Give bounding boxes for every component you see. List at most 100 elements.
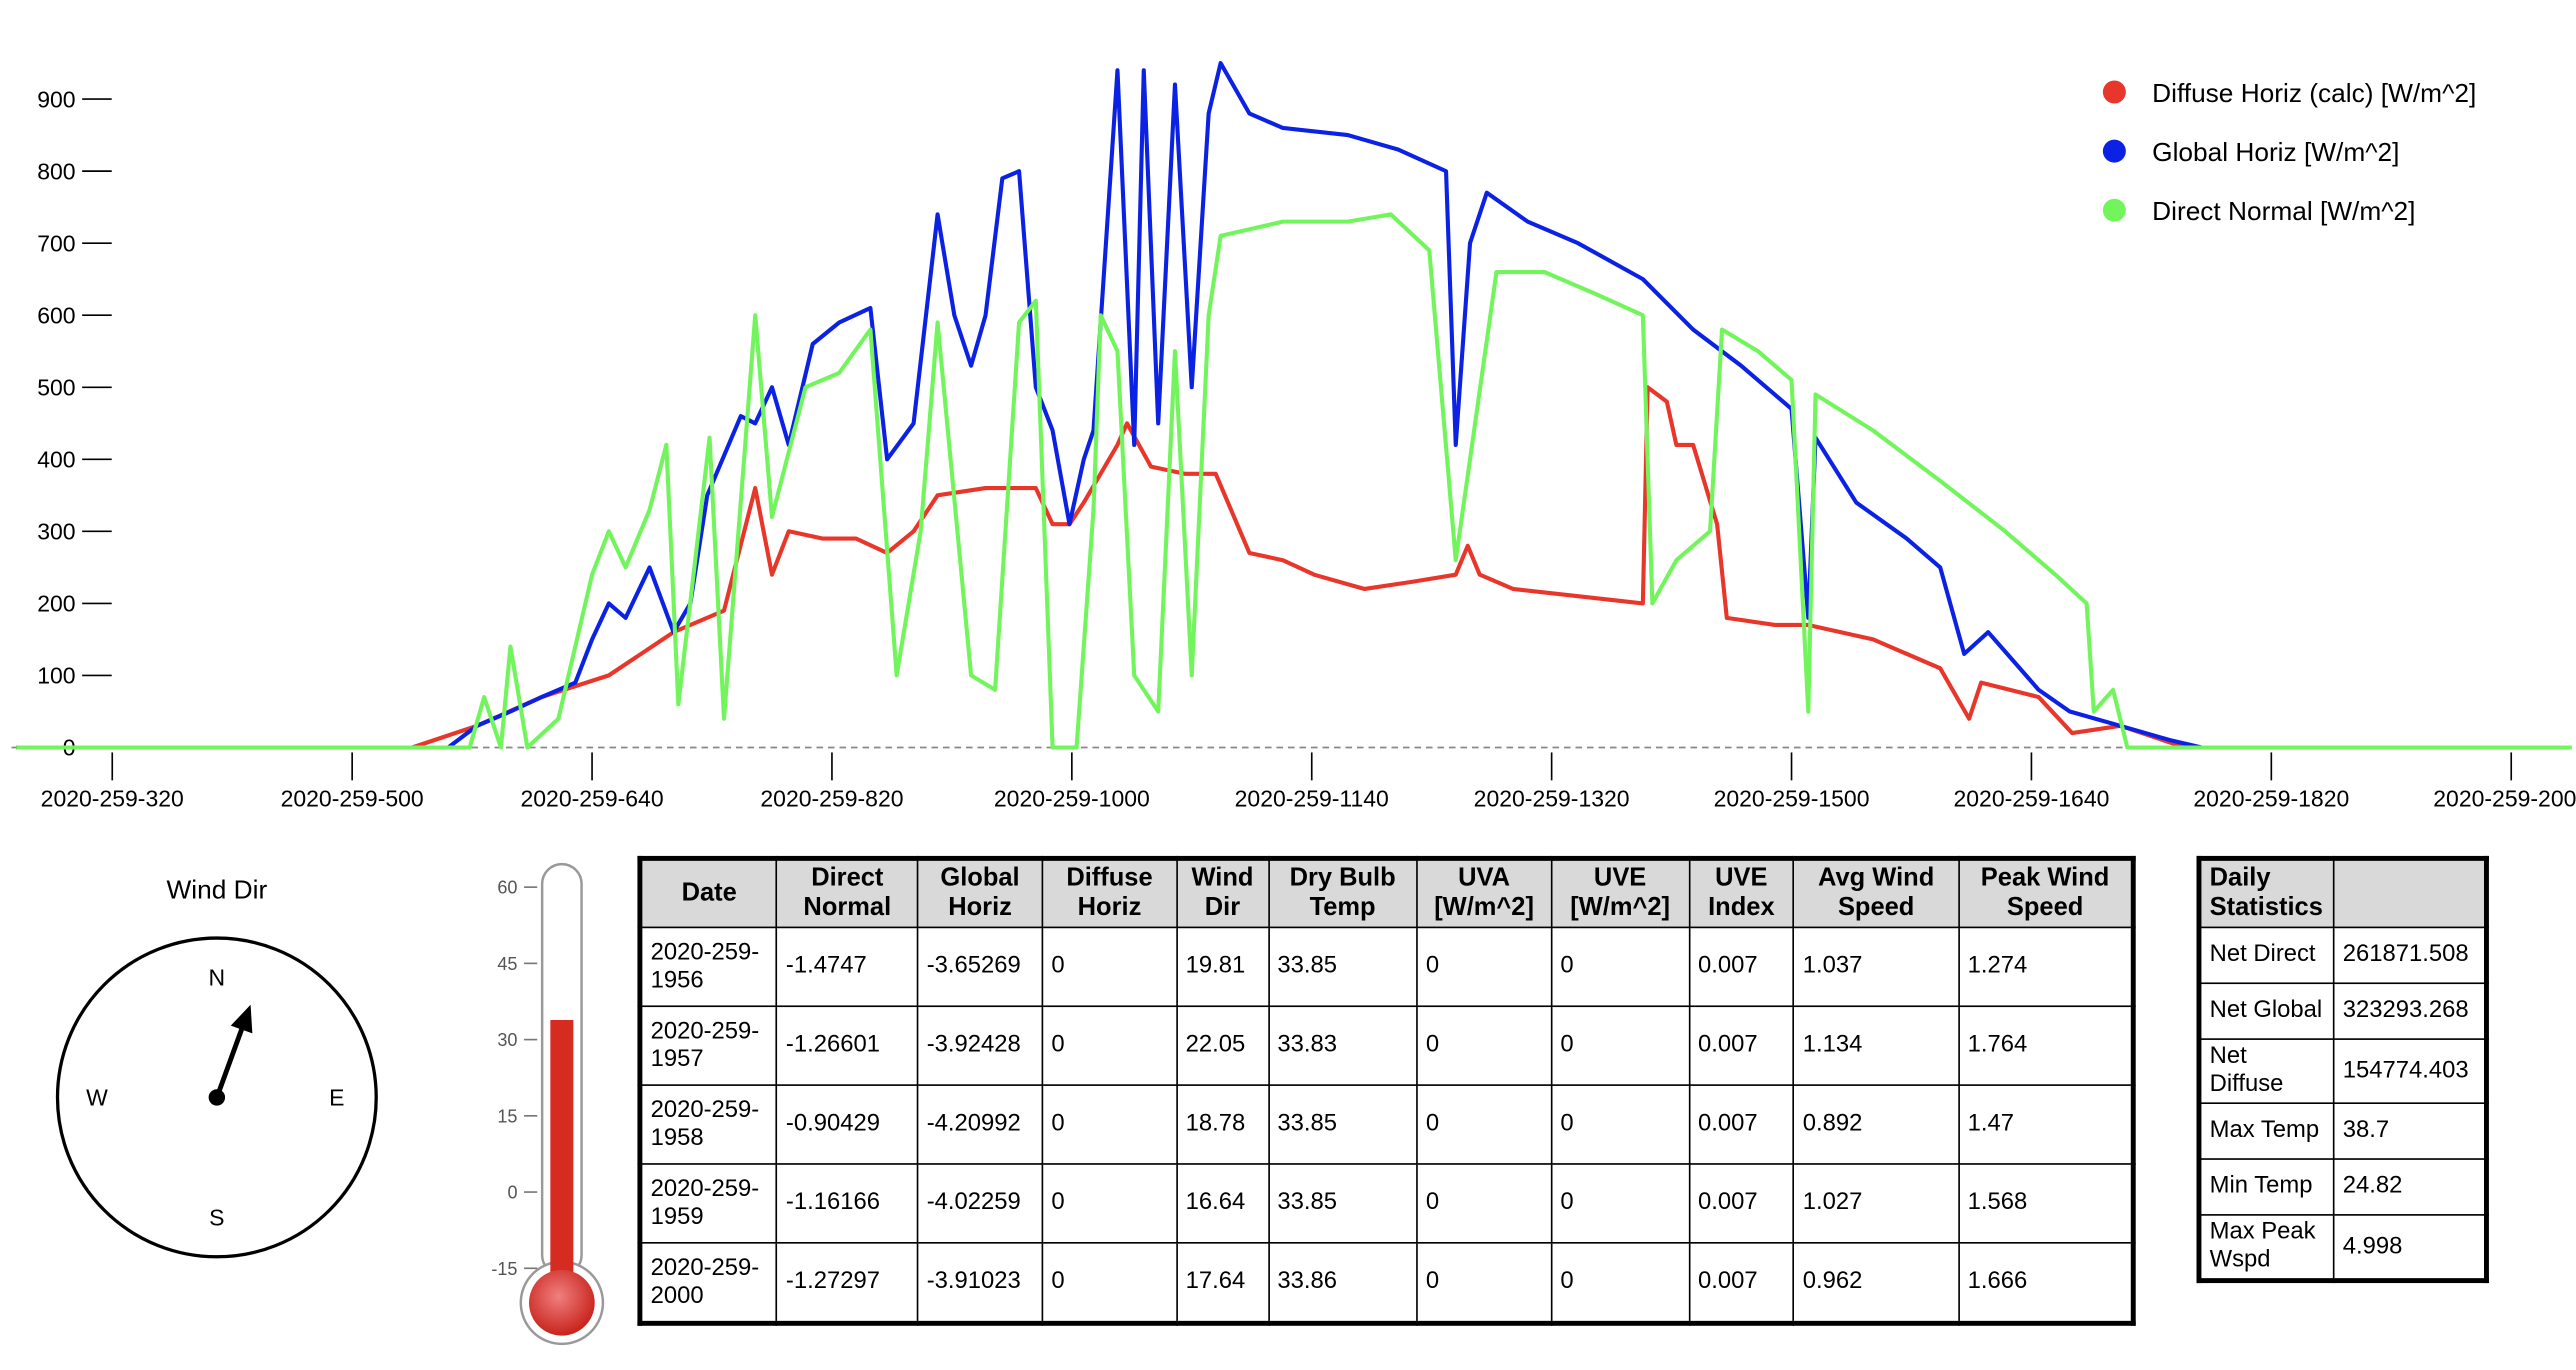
column-header: Wind Dir	[1175, 857, 1270, 929]
stats-table: Daily Statistics Net Direct 261871.508 Net …	[2196, 855, 2489, 1284]
cell: 1.568	[1957, 1163, 2135, 1244]
cell: 0.007	[1688, 926, 1795, 1008]
cell: 0	[1550, 1005, 1690, 1086]
cell: 0.007	[1688, 1163, 1795, 1244]
stat-name: Max Peak Wspd	[2198, 1214, 2335, 1282]
wind-title: Wind Dir	[167, 875, 268, 905]
y-tick-label: 400	[37, 447, 75, 473]
readings-table: Date Direct Normal Global Horiz Diffuse Hor…	[637, 855, 2136, 1326]
column-header: Direct Normal	[776, 857, 919, 929]
x-tick-label: 2020-259-1640	[1953, 786, 2109, 812]
cell: 0	[1416, 1005, 1553, 1086]
stat-value: 24.82	[2332, 1158, 2488, 1216]
column-header: Dry Bulb Temp	[1267, 857, 1418, 929]
column-header: Global Horiz	[916, 857, 1044, 929]
compass	[55, 936, 378, 1259]
cell: 0	[1041, 1084, 1178, 1165]
stat-name: Max Temp	[2198, 1102, 2335, 1160]
cell: 0	[1550, 926, 1690, 1008]
stat-row: Net Direct 261871.508	[2198, 926, 2488, 985]
cell: 0.962	[1792, 1241, 1960, 1325]
cell: 0.007	[1688, 1084, 1795, 1165]
cell: 33.85	[1267, 1084, 1418, 1165]
cell: 0	[1416, 1084, 1553, 1165]
cell: 1.764	[1957, 1005, 2135, 1086]
cell: -1.4747	[776, 926, 919, 1008]
cell: 17.64	[1175, 1241, 1270, 1325]
y-tick-label: 700	[37, 230, 75, 256]
stat-value: 323293.268	[2332, 982, 2488, 1040]
x-tick-label: 2020-259-820	[760, 786, 903, 812]
cell: -3.65269	[916, 926, 1044, 1008]
cell: 2020-259-2000	[639, 1241, 778, 1325]
cell: 18.78	[1175, 1084, 1270, 1165]
x-tick-label: 2020-259-1000	[994, 786, 1150, 812]
x-tick-label: 2020-259-2000	[2433, 786, 2576, 812]
cell: 0	[1550, 1084, 1690, 1165]
x-tick-label: 2020-259-1500	[1714, 786, 1870, 812]
column-header: UVE [W/m^2]	[1550, 857, 1690, 929]
column-header-blank	[2332, 857, 2488, 929]
cell: 1.274	[1957, 926, 2135, 1008]
wind-needle	[214, 1004, 253, 1099]
compass-point: S	[209, 1205, 224, 1231]
compass-point: E	[329, 1085, 344, 1111]
cell: 0	[1416, 926, 1553, 1008]
y-tick-label: 500	[37, 374, 75, 400]
stat-row: Max Temp 38.7	[2198, 1102, 2488, 1160]
cell: 1.47	[1957, 1084, 2135, 1165]
cell: 0	[1416, 1241, 1553, 1325]
thermo-tick-label: 0	[507, 1183, 517, 1203]
cell: 0	[1416, 1163, 1553, 1244]
cell: 0.007	[1688, 1005, 1795, 1086]
thermo-tick-label: 45	[497, 954, 517, 974]
column-header: Daily Statistics	[2198, 857, 2335, 929]
cell: 0	[1041, 1005, 1178, 1086]
cell: 2020-259-1957	[639, 1005, 778, 1086]
compass-point: N	[209, 965, 226, 991]
thermo-fill	[550, 1019, 574, 1298]
compass-point: W	[86, 1085, 108, 1111]
data-row: 2020-259-1959 -1.16166 -4.02259 0 16.64 33.85…	[639, 1163, 2135, 1244]
cell: 2020-259-1959	[639, 1163, 778, 1244]
cell: 33.85	[1267, 926, 1418, 1008]
stat-name: Net Direct	[2198, 926, 2335, 985]
column-header: Diffuse Horiz	[1041, 857, 1178, 929]
cell: 33.86	[1267, 1241, 1418, 1325]
y-tick-label: 900	[37, 86, 75, 112]
cell: -3.91023	[916, 1241, 1044, 1325]
cell: 0	[1041, 926, 1178, 1008]
cell: -1.27297	[776, 1241, 919, 1325]
x-tick-label: 2020-259-320	[41, 786, 184, 812]
needle-pivot	[208, 1089, 226, 1106]
column-header: Date	[639, 857, 778, 929]
data-row: 2020-259-2000 -1.27297 -3.91023 0 17.64 33.86…	[639, 1241, 2135, 1325]
data-row: 2020-259-1958 -0.90429 -4.20992 0 18.78 33.85…	[639, 1084, 2135, 1165]
cell: 16.64	[1175, 1163, 1270, 1244]
thermo-tick-label: 30	[497, 1030, 517, 1050]
data-row: 2020-259-1956 -1.4747 -3.65269 0 19.81 33.85 0…	[639, 926, 2135, 1008]
header-row: Date Direct Normal Global Horiz Diffuse Hor…	[639, 857, 2135, 929]
y-tick-label: 600	[37, 302, 75, 328]
thermo-tick-label: -15	[491, 1259, 517, 1279]
stat-row: Max Peak Wspd 4.998	[2198, 1214, 2488, 1282]
thermo-bulb	[528, 1269, 595, 1336]
legend-marker	[2102, 198, 2126, 222]
y-tick-label: 100	[37, 663, 75, 689]
cell: 33.85	[1267, 1163, 1418, 1244]
x-tick-label: 2020-259-1320	[1474, 786, 1630, 812]
stat-value: 154774.403	[2332, 1038, 2488, 1104]
cell: 0	[1041, 1163, 1178, 1244]
cell: 2020-259-1958	[639, 1084, 778, 1165]
stat-value: 38.7	[2332, 1102, 2488, 1160]
cell: -4.20992	[916, 1084, 1044, 1165]
column-header: Avg Wind Speed	[1792, 857, 1960, 929]
column-header: Peak Wind Speed	[1957, 857, 2135, 929]
x-tick-label: 2020-259-640	[520, 786, 663, 812]
stat-value: 261871.508	[2332, 926, 2488, 985]
cell: 1.037	[1792, 926, 1960, 1008]
series-line	[16, 212, 2572, 750]
